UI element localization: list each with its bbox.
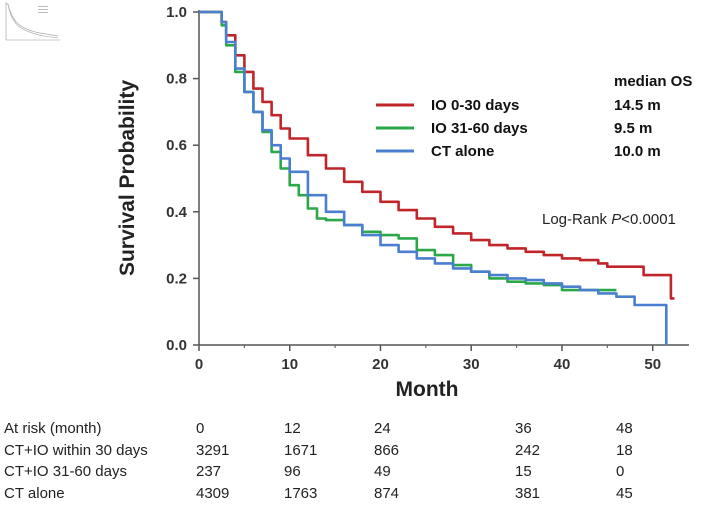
- risk-header-row: At risk (month) 0 12 24 36 48: [4, 418, 704, 440]
- legend-median-value: 9.5 m: [614, 120, 652, 137]
- x-tick-label: 30: [463, 356, 480, 373]
- legend-header: median OS: [614, 73, 692, 90]
- risk-cell: 381: [515, 484, 541, 502]
- log-rank-annotation: Log-Rank P<0.0001: [542, 211, 676, 228]
- risk-cell: 1671: [284, 441, 318, 459]
- x-axis-title: Month: [396, 378, 459, 400]
- y-tick-label: 0.8: [166, 71, 187, 88]
- risk-row-label: CT alone: [4, 484, 65, 502]
- thumbnail-preview-icon: [0, 0, 66, 46]
- risk-cell: 48: [616, 420, 633, 437]
- y-tick-label: 0.6: [166, 137, 187, 154]
- risk-cell: 4309: [196, 484, 230, 502]
- y-tick-label: 0.0: [166, 337, 187, 354]
- survival-chart: 0.0 0.2 0.4 0.6 0.8 1.0 0 10 20 30 40 50 median OS I…: [116, 4, 692, 400]
- risk-cell: 237: [196, 463, 222, 480]
- risk-cell: 18: [616, 441, 633, 459]
- x-tick-label: 10: [281, 356, 298, 373]
- risk-cell: 49: [374, 463, 391, 480]
- survival-curves: [199, 10, 675, 345]
- risk-cell: 0: [196, 420, 205, 437]
- risk-cell: 96: [284, 463, 301, 480]
- risk-row: CT+IO within 30 days 3291 1671 866 242 18: [4, 440, 704, 462]
- risk-cell: 36: [515, 420, 532, 437]
- y-tick-label: 1.0: [166, 4, 187, 21]
- legend-entry-label: CT alone: [431, 143, 494, 160]
- risk-cell: 3291: [196, 441, 230, 459]
- risk-cell: 874: [374, 484, 400, 502]
- risk-row: CT+IO 31-60 days 237 96 49 15 0: [4, 461, 704, 483]
- legend: median OS IO 0-30 days 14.5 m IO 31-60 days…: [376, 73, 692, 160]
- risk-cell: 1763: [284, 484, 318, 502]
- risk-cell: 15: [515, 463, 532, 480]
- risk-cell: 242: [515, 441, 541, 459]
- risk-row-label: At risk (month): [4, 420, 102, 437]
- y-axis-title: Survival Probability: [116, 80, 139, 276]
- at-risk-table: At risk (month) 0 12 24 36 48 CT+IO within 30 …: [4, 418, 704, 504]
- risk-row: CT alone 4309 1763 874 381 45: [4, 483, 704, 505]
- risk-cell: 12: [284, 420, 301, 437]
- legend-median-value: 14.5 m: [614, 97, 661, 114]
- x-tick-label: 0: [195, 356, 203, 373]
- y-tick-label: 0.2: [166, 270, 187, 287]
- risk-cell: 0: [616, 463, 625, 480]
- x-tick-label: 40: [554, 356, 571, 373]
- risk-row-label: CT+IO 31-60 days: [4, 463, 127, 480]
- axes: 0.0 0.2 0.4 0.6 0.8 1.0 0 10 20 30 40 50: [166, 4, 689, 373]
- risk-cell: 45: [616, 484, 633, 502]
- x-tick-label: 20: [372, 356, 389, 373]
- series-line-2: [199, 10, 668, 345]
- x-tick-label: 50: [644, 356, 661, 373]
- legend-entry-label: IO 0-30 days: [431, 97, 519, 114]
- y-tick-label: 0.4: [166, 204, 188, 221]
- risk-row-label: CT+IO within 30 days: [4, 441, 148, 459]
- risk-cell: 866: [374, 441, 400, 459]
- risk-cell: 24: [374, 420, 391, 437]
- series-line-0: [199, 10, 675, 300]
- legend-median-value: 10.0 m: [614, 143, 661, 160]
- legend-entry-label: IO 31-60 days: [431, 120, 528, 137]
